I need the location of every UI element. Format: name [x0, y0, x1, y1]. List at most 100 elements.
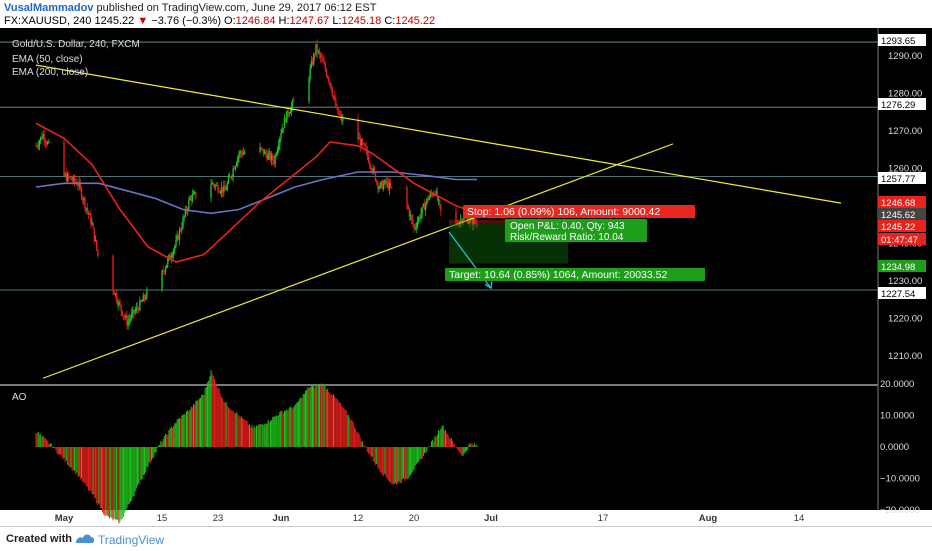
candle-body [121, 310, 124, 316]
candle-body [230, 176, 232, 178]
candle-body [309, 67, 311, 78]
candle-body [71, 179, 73, 181]
candle-body [336, 106, 338, 109]
candle-body [42, 133, 44, 139]
candle-body [475, 223, 477, 225]
candle-body [239, 151, 241, 154]
candle-body [408, 208, 411, 217]
candle-body [374, 172, 377, 182]
candle-body [379, 183, 381, 189]
candle-body [41, 136, 43, 139]
candle-body [412, 219, 414, 225]
candle-body [426, 198, 428, 204]
candle-body [382, 183, 385, 190]
candle-body [235, 162, 238, 166]
candle-body [333, 96, 336, 99]
candle-body [178, 229, 181, 240]
price-chart[interactable]: Stop: 1.06 (0.09%) 106, Amount: 9000.42 O… [0, 28, 932, 526]
candle-body [113, 290, 115, 295]
candle-body [223, 185, 225, 193]
candle-body [193, 192, 196, 194]
ohlc-line: FX:XAUUSD, 240 1245.22 ▼ −3.76 (−0.3%) O… [4, 15, 435, 27]
candle-body [212, 182, 215, 185]
candle-body [286, 110, 288, 123]
price-badge: 1246.68 [881, 198, 915, 209]
candle-body [168, 254, 170, 259]
candle-body [262, 149, 265, 155]
candle-body [364, 143, 366, 147]
candle-body [427, 198, 429, 201]
candle-body [472, 219, 475, 226]
candle-body [231, 175, 233, 178]
price-tick-label: 1260.00 [888, 163, 922, 174]
candle-body [219, 191, 222, 193]
candle-body [134, 310, 136, 314]
time-tick-label: 14 [794, 513, 805, 524]
candle-body [221, 187, 224, 193]
candle-body [43, 133, 45, 141]
candle-body [142, 295, 145, 302]
candle-body [272, 155, 274, 161]
author-link[interactable]: VusalMammadov [4, 2, 94, 14]
target-label: Target: 10.64 (0.85%) 1064, Amount: 2003… [449, 269, 667, 281]
candle-body [225, 189, 227, 191]
candle-body [428, 197, 430, 201]
low-label: L: [332, 15, 342, 27]
candle-body [130, 313, 133, 319]
price-tick-label: 1210.00 [888, 351, 922, 362]
candle-body [87, 211, 90, 215]
candle-body [338, 114, 341, 116]
axes: 1210.001220.001230.001240.001250.001260.… [55, 34, 926, 524]
candle-body [139, 300, 141, 311]
candle-body [183, 216, 185, 219]
candle-body [276, 149, 279, 155]
price-tick-label: 1280.00 [888, 88, 922, 99]
candle-body [437, 199, 440, 201]
candle-body [430, 193, 433, 195]
candle-body [167, 258, 169, 265]
ao-tick-label: 20.0000 [880, 379, 914, 390]
candle-body [384, 180, 386, 184]
candle-body [288, 113, 290, 115]
candle-body [228, 176, 231, 178]
moving-averages [35, 122, 478, 263]
candle-body [319, 53, 322, 58]
candle-body [125, 315, 127, 318]
ao-tick-label: 10.0000 [880, 411, 914, 422]
price-badge: 1276.29 [881, 100, 915, 111]
ao-title: AO [12, 392, 27, 403]
candle-body [118, 301, 120, 306]
candle-body [95, 240, 98, 250]
candle-body [339, 114, 342, 116]
candle-body [114, 293, 117, 295]
candle-body [94, 240, 97, 242]
candle-body [280, 133, 282, 139]
stop-label: Stop: 1.06 (0.09%) 106, Amount: 9000.42 [467, 206, 660, 218]
candle-body [361, 139, 364, 144]
candle-body [261, 148, 264, 150]
candle-body [409, 215, 412, 217]
candle-body [321, 57, 323, 59]
candle-body [270, 155, 273, 161]
candle-body [287, 110, 289, 115]
candle-body [144, 298, 147, 300]
candle-body [366, 149, 369, 157]
candle-body [461, 219, 463, 223]
candle-body [232, 168, 234, 176]
candle-body [218, 191, 220, 193]
candle-body [385, 180, 387, 184]
candle-body [177, 235, 180, 240]
candle-body [220, 187, 223, 192]
pane-separator [0, 384, 878, 386]
candle-body [365, 146, 367, 150]
price-badge-box [878, 34, 926, 46]
ao-histogram [35, 370, 478, 524]
low-value: 1245.18 [341, 15, 382, 27]
tradingview-logo-icon [76, 534, 95, 543]
price-badge-box [878, 208, 926, 220]
tradingview-brand[interactable]: TradingView [98, 533, 165, 547]
candle-body [115, 293, 118, 302]
candle-body [226, 183, 229, 190]
candle-body [318, 50, 321, 54]
